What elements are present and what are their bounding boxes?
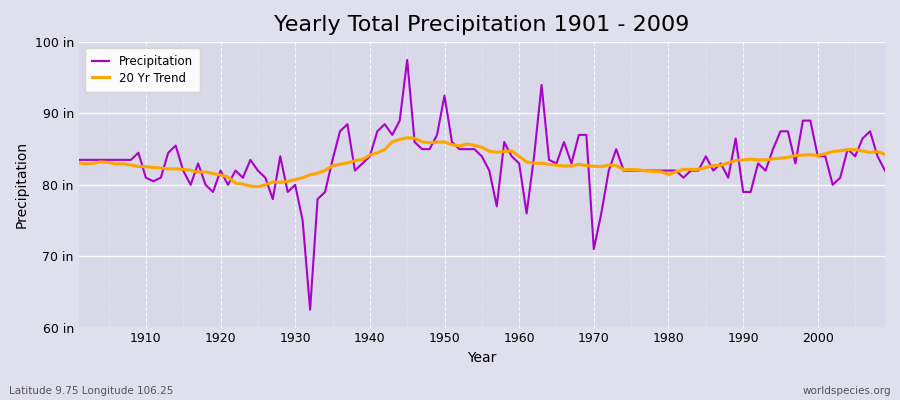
Precipitation xyxy=(879,168,890,173)
Y-axis label: Precipitation: Precipitation xyxy=(15,141,29,228)
Precipitation xyxy=(297,218,308,223)
20 Yr Trend xyxy=(73,160,84,165)
Precipitation xyxy=(618,168,629,173)
20 Yr Trend xyxy=(401,135,412,140)
Precipitation xyxy=(349,168,360,173)
20 Yr Trend xyxy=(253,184,264,189)
20 Yr Trend xyxy=(305,172,316,177)
Line: 20 Yr Trend: 20 Yr Trend xyxy=(78,138,885,187)
X-axis label: Year: Year xyxy=(467,351,497,365)
Precipitation xyxy=(133,150,144,155)
20 Yr Trend xyxy=(133,164,144,169)
20 Yr Trend xyxy=(879,152,890,157)
20 Yr Trend xyxy=(349,158,360,163)
Precipitation xyxy=(521,211,532,216)
20 Yr Trend xyxy=(521,160,532,164)
Precipitation xyxy=(73,158,84,162)
Legend: Precipitation, 20 Yr Trend: Precipitation, 20 Yr Trend xyxy=(85,48,200,92)
Precipitation xyxy=(528,154,539,159)
Precipitation xyxy=(401,58,412,62)
Precipitation xyxy=(305,307,316,312)
20 Yr Trend xyxy=(618,167,629,172)
Line: Precipitation: Precipitation xyxy=(78,60,885,310)
20 Yr Trend xyxy=(528,161,539,166)
Text: worldspecies.org: worldspecies.org xyxy=(803,386,891,396)
Text: Latitude 9.75 Longitude 106.25: Latitude 9.75 Longitude 106.25 xyxy=(9,386,174,396)
Title: Yearly Total Precipitation 1901 - 2009: Yearly Total Precipitation 1901 - 2009 xyxy=(274,15,689,35)
